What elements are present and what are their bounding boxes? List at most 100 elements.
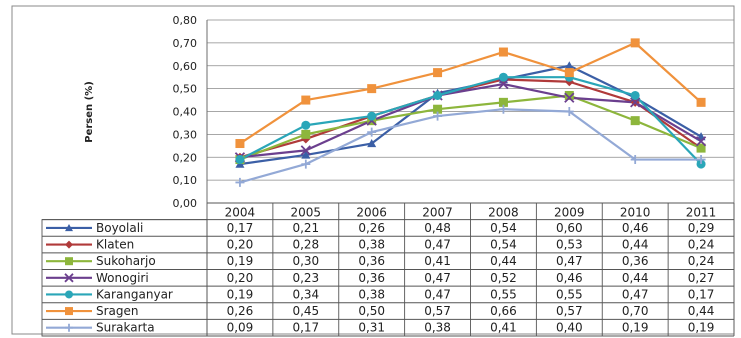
- data-point: [300, 145, 311, 156]
- data-label: 0,38: [358, 238, 385, 252]
- data-point: [498, 78, 509, 90]
- data-label: 0,45: [292, 304, 319, 318]
- data-label: 0,30: [292, 254, 319, 268]
- legend-marker: [65, 323, 73, 332]
- data-label: 0,36: [622, 254, 649, 268]
- legend-marker: [64, 273, 74, 283]
- data-label: 0,34: [292, 287, 319, 301]
- data-label: 0,24: [688, 238, 715, 252]
- data-label: 0,44: [688, 304, 715, 318]
- data-point: [630, 155, 640, 165]
- y-tick-label: 0,00: [173, 197, 198, 210]
- data-label: 0,52: [490, 271, 517, 285]
- series-line: [239, 82, 702, 159]
- data-point: [367, 111, 377, 121]
- data-point: [498, 72, 508, 82]
- data-label: 0,55: [556, 287, 583, 301]
- x-tick-label: 2004: [225, 205, 256, 219]
- legend-marker: [65, 290, 73, 299]
- data-label: 0,17: [688, 287, 715, 301]
- data-label: 0,20: [227, 238, 254, 252]
- data-point: [301, 95, 311, 105]
- legend-marker: [65, 240, 73, 249]
- legend-label: Wonogiri: [96, 271, 149, 285]
- data-label: 0,47: [424, 271, 451, 285]
- series-lines: [239, 41, 702, 184]
- legend-label: Sragen: [96, 304, 139, 318]
- data-point: [564, 68, 574, 78]
- data-point: [301, 120, 311, 130]
- y-tick-label: 0,70: [173, 37, 198, 50]
- data-label: 0,57: [556, 304, 583, 318]
- data-point: [564, 92, 575, 103]
- data-label: 0,36: [358, 271, 385, 285]
- data-label: 0,24: [688, 254, 715, 268]
- y-tick-label: 0,50: [173, 83, 198, 96]
- x-tick-label: 2009: [554, 205, 585, 219]
- data-label: 0,57: [424, 304, 451, 318]
- y-tick-label: 0,60: [173, 60, 198, 73]
- data-label: 0,54: [490, 238, 517, 252]
- data-point: [301, 129, 311, 139]
- data-label: 0,09: [227, 321, 254, 335]
- data-point: [498, 104, 508, 114]
- data-label: 0,53: [556, 238, 583, 252]
- legend-label: Surakarta: [96, 321, 155, 335]
- data-point: [696, 143, 706, 153]
- data-label: 0,60: [556, 221, 583, 235]
- data-label: 0,47: [424, 287, 451, 301]
- series-line: [239, 76, 702, 165]
- legend-label: Boyolali: [96, 221, 143, 235]
- data-point: [367, 139, 377, 148]
- data-point: [564, 90, 574, 100]
- data-label: 0,31: [358, 321, 385, 335]
- y-tick-label: 0,30: [173, 128, 198, 141]
- data-label: 0,47: [622, 287, 649, 301]
- data-point: [235, 139, 245, 149]
- data-label: 0,17: [292, 321, 319, 335]
- data-label: 0,46: [622, 221, 649, 235]
- data-label: 0,50: [358, 304, 385, 318]
- data-label: 0,44: [490, 254, 517, 268]
- data-label: 0,36: [358, 254, 385, 268]
- data-point: [367, 84, 377, 94]
- legend-marker: [65, 257, 73, 266]
- data-label: 0,38: [358, 287, 385, 301]
- data-label: 0,29: [688, 221, 715, 235]
- data-label: 0,21: [292, 221, 319, 235]
- series-line: [239, 78, 702, 159]
- x-tick-label: 2006: [356, 205, 387, 219]
- data-point: [564, 107, 574, 116]
- data-label: 0,47: [424, 238, 451, 252]
- series-markers: [234, 38, 707, 187]
- data-label: 0,44: [622, 271, 649, 285]
- data-label: 0,19: [688, 321, 715, 335]
- y-tick-label: 0,20: [173, 151, 198, 164]
- x-tick-label: 2005: [291, 205, 322, 219]
- data-point: [235, 155, 245, 165]
- data-label: 0,23: [292, 271, 319, 285]
- series-line: [239, 108, 702, 184]
- data-label: 0,28: [292, 238, 319, 252]
- data-point: [696, 155, 706, 165]
- data-label: 0,54: [490, 221, 517, 235]
- data-label: 0,66: [490, 304, 517, 318]
- chart-frame: [11, 5, 735, 335]
- data-label: 0,26: [358, 221, 385, 235]
- legend-label: Sukoharjo: [96, 254, 156, 268]
- data-point: [564, 61, 574, 70]
- data-point: [498, 97, 508, 107]
- data-label: 0,38: [424, 321, 451, 335]
- data-point: [630, 116, 640, 126]
- data-label: 0,26: [227, 304, 254, 318]
- data-point: [433, 90, 443, 100]
- data-label: 0,19: [622, 321, 649, 335]
- data-point: [696, 159, 706, 169]
- legend-label: Klaten: [96, 238, 134, 252]
- data-label: 0,19: [227, 254, 254, 268]
- data-point: [630, 97, 641, 108]
- data-label: 0,55: [490, 287, 517, 301]
- data-label: 0,40: [556, 321, 583, 335]
- data-label: 0,17: [227, 221, 254, 235]
